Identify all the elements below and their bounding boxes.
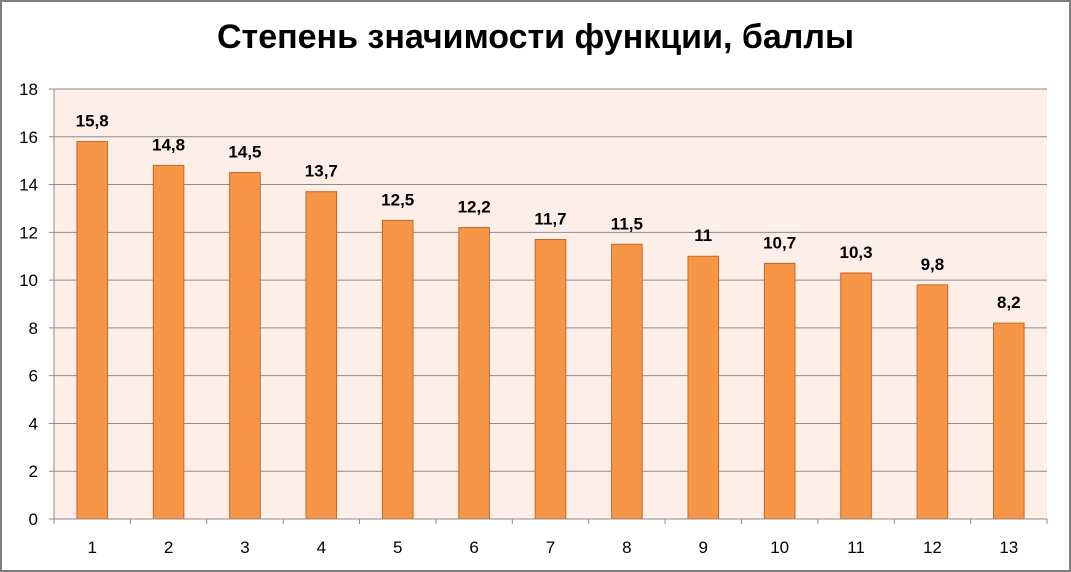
data-label: 11 [694, 226, 712, 245]
chart-title: Степень значимости функции, баллы [216, 18, 855, 56]
y-tick-label: 6 [29, 367, 38, 386]
axes [53, 89, 1048, 524]
y-tick-labels: 0 2 4 6 8 10 12 14 16 18 [19, 80, 38, 529]
y-tick-label: 16 [19, 128, 38, 147]
bar [152, 164, 185, 520]
x-tick-label: 6 [469, 538, 478, 557]
bar [76, 141, 108, 520]
bar [229, 172, 261, 520]
y-tick-label: 0 [29, 510, 38, 529]
x-tick-label: 13 [999, 538, 1018, 557]
x-tick-label: 9 [699, 538, 708, 557]
x-tick-label: 4 [317, 538, 326, 557]
bar [534, 239, 567, 520]
data-label: 15,8 [76, 112, 109, 131]
bar [381, 219, 414, 520]
data-label: 12,5 [381, 190, 414, 209]
data-label: 9,8 [921, 255, 945, 274]
data-label: 12,2 [458, 198, 491, 217]
bar [611, 243, 643, 520]
bar [916, 284, 949, 520]
data-label: 13,7 [305, 162, 338, 181]
x-tick-label: 11 [847, 538, 865, 557]
bar [763, 262, 796, 520]
y-tick-label: 10 [19, 271, 38, 290]
x-tick-label: 12 [923, 538, 942, 557]
x-tick-labels: 1 2 3 4 5 6 7 8 9 10 11 12 13 [87, 538, 1018, 557]
bar [993, 322, 1025, 520]
x-tick-label: 8 [622, 538, 631, 557]
data-label: 10,7 [763, 233, 796, 252]
bar [840, 272, 872, 520]
data-labels: 15,8 14,8 14,5 13,7 12,5 12,2 11,7 11,5 11 10,7 10… [76, 112, 1021, 313]
data-label: 8,2 [997, 293, 1021, 312]
y-tick-label: 14 [19, 176, 38, 195]
y-tick-label: 8 [29, 319, 38, 338]
bar [687, 255, 720, 520]
x-tick-label: 2 [164, 538, 173, 557]
data-label: 11,5 [611, 214, 643, 233]
data-label: 10,3 [839, 243, 872, 262]
x-tick-label: 10 [770, 538, 789, 557]
y-tick-label: 12 [19, 223, 38, 242]
x-tick-label: 5 [393, 538, 402, 557]
y-tick-label: 2 [29, 462, 38, 481]
bars [76, 141, 1025, 520]
x-tick-label: 7 [546, 538, 555, 557]
bar [305, 191, 338, 520]
data-label: 11,7 [534, 210, 566, 229]
y-tick-label: 4 [29, 414, 38, 433]
data-label: 14,5 [228, 143, 261, 162]
x-tick-label: 3 [240, 538, 249, 557]
bar [458, 227, 490, 520]
x-tick-label: 1 [87, 538, 96, 557]
y-tick-label: 18 [19, 80, 38, 99]
data-label: 14,8 [152, 135, 185, 154]
